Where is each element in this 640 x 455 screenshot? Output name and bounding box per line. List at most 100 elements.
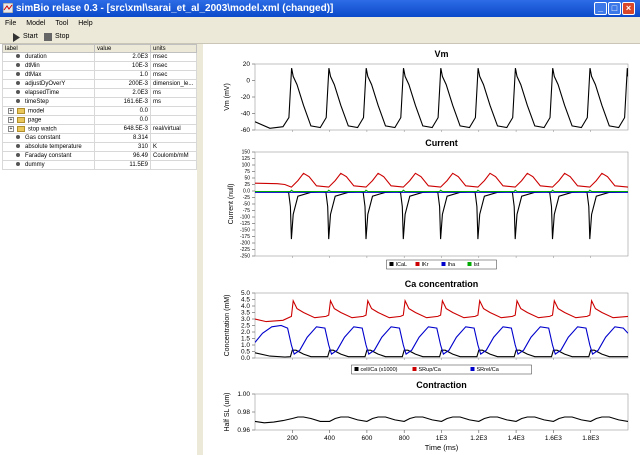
table-row[interactable]: dummy 11.5E9 xyxy=(2,160,197,170)
start-label: Start xyxy=(23,33,38,40)
table-row[interactable]: adjustDyOverY 200E-3 dimension_le... xyxy=(2,79,197,89)
cell-value[interactable]: 2.0E3 xyxy=(94,52,151,62)
y-tick-label: -100 xyxy=(240,215,250,221)
expand-icon[interactable]: + xyxy=(8,107,14,114)
table-row[interactable]: Faraday constant 96.49 Coulomb/mM xyxy=(2,151,197,161)
bullet-icon xyxy=(16,98,20,103)
cell-value[interactable]: 10E-3 xyxy=(94,61,151,71)
y-tick-label: 150 xyxy=(242,150,251,156)
title-bar[interactable]: simBio relase 0.3 - [src\xml\sarai_et_al… xyxy=(0,0,640,17)
series-line xyxy=(255,416,628,424)
property-table: label value units duration 2.0E3 msec dtMin… xyxy=(2,44,197,170)
expand-icon[interactable]: + xyxy=(8,125,14,132)
table-row[interactable]: + model 0.0 xyxy=(2,106,197,116)
y-tick-label: -20 xyxy=(241,94,251,101)
y-tick-label: 50 xyxy=(244,176,250,182)
cell-value[interactable]: 200E-3 xyxy=(94,79,151,89)
cell-label: timeStep xyxy=(2,97,95,107)
bullet-icon xyxy=(16,62,20,67)
cell-units: real/virtual xyxy=(150,124,197,134)
y-tick-label: -150 xyxy=(240,228,250,234)
cell-label: Faraday constant xyxy=(2,151,95,161)
app-icon xyxy=(3,3,13,13)
menu-tool[interactable]: Tool xyxy=(55,20,69,27)
table-row[interactable]: dtMax 1.0 msec xyxy=(2,70,197,80)
y-axis-label: Concentration (mM) xyxy=(224,295,231,357)
y-tick-label: 4.5 xyxy=(241,297,250,304)
y-tick-label: -60 xyxy=(241,127,251,134)
plot-frame xyxy=(254,151,629,257)
menu-help[interactable]: Help xyxy=(78,20,93,27)
table-row[interactable]: elapsedTime 2.0E3 ms xyxy=(2,88,197,98)
table-row[interactable]: + stop watch 648.5E-3 real/virtual xyxy=(2,124,197,134)
cell-label: + page xyxy=(2,115,95,125)
table-row[interactable]: duration 2.0E3 msec xyxy=(2,52,197,62)
table-row[interactable]: dtMin 10E-3 msec xyxy=(2,61,197,71)
cell-value[interactable]: 96.49 xyxy=(94,151,151,161)
cell-units: ms xyxy=(150,97,197,107)
cell-value[interactable]: 0.0 xyxy=(94,115,151,125)
cell-value[interactable]: 1.0 xyxy=(94,70,151,80)
series-line xyxy=(255,67,628,129)
chart-0: Vm 20 0 -20 -40 -60 Vm (mV) xyxy=(224,49,629,134)
y-tick-label: -40 xyxy=(241,111,251,118)
property-panel: label value units duration 2.0E3 msec dtMin… xyxy=(0,44,200,455)
legend-swatch xyxy=(441,262,446,266)
cell-units: msec xyxy=(150,52,197,62)
series-line xyxy=(255,324,628,355)
cell-value[interactable]: 11.5E9 xyxy=(94,160,151,170)
menu-file[interactable]: File xyxy=(5,20,17,27)
row-label: model xyxy=(28,108,45,115)
cell-value[interactable]: 0.0 xyxy=(94,106,151,116)
x-tick-label: 600 xyxy=(361,435,372,442)
start-button[interactable]: Start xyxy=(13,30,38,44)
cell-value[interactable]: 8.314 xyxy=(94,133,151,143)
x-tick-label: 400 xyxy=(324,435,335,442)
cell-value[interactable]: 310 xyxy=(94,142,151,152)
legend-swatch xyxy=(412,367,417,371)
close-button[interactable]: × xyxy=(622,2,635,15)
cell-units xyxy=(150,160,197,170)
legend-label: SRup/Ca xyxy=(419,367,442,373)
column-header-value[interactable]: value xyxy=(94,44,151,53)
table-row[interactable]: Gas constant 8.314 xyxy=(2,133,197,143)
chart-title: Current xyxy=(425,138,458,148)
x-tick-label: 1.4E3 xyxy=(508,435,525,442)
menu-model[interactable]: Model xyxy=(26,20,46,27)
table-row[interactable]: + page 0.0 xyxy=(2,115,197,125)
expand-icon[interactable]: + xyxy=(8,116,14,123)
row-label: Faraday constant xyxy=(25,153,72,160)
table-row[interactable]: timeStep 161.6E-3 ms xyxy=(2,97,197,107)
x-tick-label: 800 xyxy=(399,435,410,442)
cell-units: Coulomb/mM xyxy=(150,151,197,161)
cell-value[interactable]: 2.0E3 xyxy=(94,88,151,98)
table-row[interactable]: absolute temperature 310 K xyxy=(2,142,197,152)
cell-label: adjustDyOverY xyxy=(2,79,95,89)
bullet-icon xyxy=(16,80,20,85)
minimize-button[interactable]: _ xyxy=(594,2,607,15)
cell-label: dtMax xyxy=(2,70,95,80)
chart-title: Vm xyxy=(434,49,448,59)
y-tick-label: -25 xyxy=(243,195,250,201)
series-line xyxy=(255,172,628,188)
column-header-units[interactable]: units xyxy=(150,44,197,53)
stop-button[interactable]: Stop xyxy=(44,30,69,44)
maximize-button[interactable]: □ xyxy=(608,2,621,15)
cell-label: elapsedTime xyxy=(2,88,95,98)
folder-icon xyxy=(17,116,25,123)
cell-value[interactable]: 161.6E-3 xyxy=(94,97,151,107)
y-tick-label: 100 xyxy=(242,163,251,169)
series-line xyxy=(255,298,628,323)
cell-value[interactable]: 648.5E-3 xyxy=(94,124,151,134)
y-tick-label: 1.0 xyxy=(241,342,250,349)
cell-label: duration xyxy=(2,52,95,62)
cell-units xyxy=(150,106,197,116)
menu-bar: File Model Tool Help xyxy=(0,17,640,30)
plot-frame xyxy=(254,63,629,131)
cell-units: ms xyxy=(150,88,197,98)
x-tick-label: 1.6E3 xyxy=(545,435,562,442)
stop-icon xyxy=(44,33,52,41)
column-header-label[interactable]: label xyxy=(2,44,95,53)
